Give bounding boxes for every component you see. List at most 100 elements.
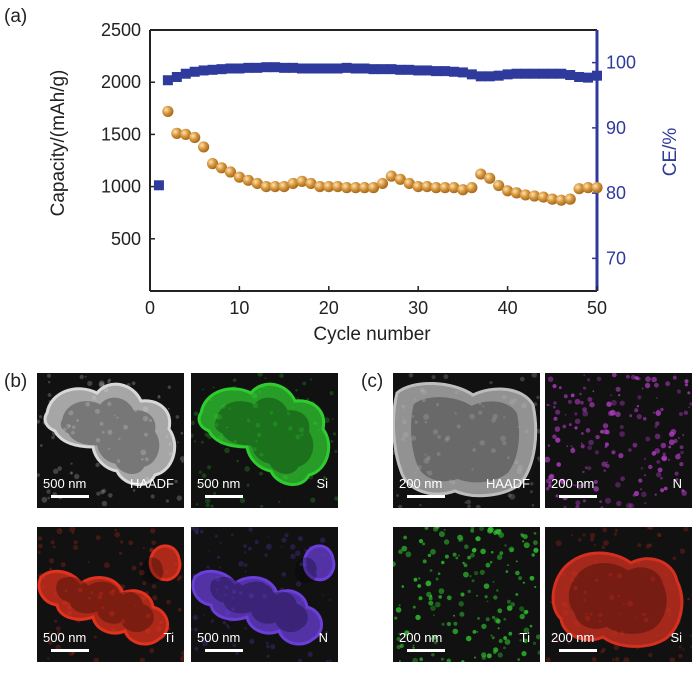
signal-speckle: [412, 644, 415, 647]
signal-speckle: [435, 577, 439, 581]
signal-speckle: [92, 395, 97, 400]
ce-point: [466, 69, 477, 80]
signal-speckle: [47, 393, 52, 397]
signal-speckle: [56, 528, 63, 535]
signal-speckle: [498, 529, 502, 532]
signal-speckle: [684, 379, 689, 384]
left-y-tick-label: 2500: [101, 20, 141, 40]
signal-speckle: [166, 599, 171, 605]
signal-speckle: [587, 378, 591, 382]
left-y-tick-label: 2000: [101, 72, 141, 92]
signal-speckle: [401, 545, 408, 552]
signal-speckle: [660, 407, 664, 412]
signal-speckle: [59, 528, 62, 531]
signal-speckle: [588, 439, 594, 446]
signal-speckle: [405, 551, 412, 558]
signal-speckle: [514, 398, 518, 402]
signal-speckle: [494, 617, 500, 623]
signal-speckle: [538, 460, 540, 462]
signal-speckle: [444, 554, 449, 559]
signal-speckle: [654, 425, 658, 428]
signal-speckle: [308, 474, 314, 480]
ce-point: [368, 64, 379, 75]
signal-speckle: [213, 413, 220, 420]
signal-speckle: [312, 421, 317, 425]
signal-speckle: [459, 537, 464, 542]
signal-speckle: [617, 594, 620, 598]
scale-bar-label: 200 nm: [399, 476, 443, 491]
signal-speckle: [79, 374, 84, 380]
signal-speckle: [668, 431, 675, 437]
signal-speckle: [677, 437, 680, 439]
signal-speckle: [507, 564, 509, 566]
signal-speckle: [426, 471, 429, 473]
right-y-tick-label: 70: [606, 248, 626, 268]
signal-speckle: [530, 482, 534, 486]
signal-speckle: [574, 398, 581, 405]
element-label: HAADF: [485, 476, 530, 491]
signal-speckle: [219, 441, 223, 445]
signal-speckle: [123, 424, 129, 430]
signal-speckle: [94, 635, 97, 639]
signal-speckle: [592, 390, 595, 393]
signal-speckle: [636, 646, 640, 650]
signal-speckle: [474, 656, 476, 659]
signal-speckle: [429, 569, 433, 572]
signal-speckle: [68, 424, 71, 427]
signal-speckle: [248, 546, 252, 551]
signal-speckle: [251, 392, 258, 399]
signal-speckle: [531, 373, 538, 378]
signal-speckle: [581, 442, 583, 445]
ce-point: [296, 63, 307, 74]
signal-speckle: [657, 467, 663, 473]
signal-speckle: [412, 646, 415, 649]
signal-speckle: [119, 584, 126, 590]
signal-speckle: [593, 560, 597, 563]
signal-speckle: [119, 540, 124, 544]
signal-speckle: [552, 434, 557, 439]
signal-speckle: [458, 554, 460, 557]
signal-speckle: [279, 631, 284, 636]
signal-speckle: [489, 381, 493, 385]
signal-speckle: [126, 631, 130, 634]
capacity-point: [564, 193, 576, 205]
signal-speckle: [300, 599, 304, 603]
signal-speckle: [522, 540, 525, 543]
signal-speckle: [675, 478, 679, 481]
signal-speckle: [648, 527, 654, 530]
signal-speckle: [279, 373, 284, 378]
particle-shape: [551, 551, 684, 648]
ce-point: [457, 67, 468, 78]
scale-bar: [205, 649, 243, 652]
signal-speckle: [56, 626, 61, 631]
signal-speckle: [626, 374, 630, 379]
signal-speckle: [587, 445, 592, 451]
signal-speckle: [410, 435, 417, 441]
signal-speckle: [231, 386, 237, 392]
signal-speckle: [562, 424, 567, 429]
signal-speckle: [517, 658, 520, 661]
signal-speckle: [140, 449, 147, 456]
capacity-point: [206, 158, 219, 170]
signal-speckle: [682, 648, 685, 651]
signal-speckle: [518, 487, 520, 490]
right-y-tick-label: 100: [606, 53, 636, 73]
signal-speckle: [582, 470, 585, 474]
signal-speckle: [684, 383, 688, 387]
signal-speckle: [641, 387, 644, 390]
signal-speckle: [328, 659, 332, 662]
b-si-map: 500 nm Si: [191, 373, 338, 508]
signal-speckle: [466, 499, 471, 505]
signal-speckle: [107, 401, 112, 407]
capacity-point: [260, 181, 272, 193]
signal-speckle: [614, 657, 620, 662]
capacity-point: [251, 177, 263, 190]
signal-speckle: [503, 636, 507, 640]
signal-speckle: [634, 616, 637, 619]
c-ti-image: [393, 527, 540, 662]
signal-speckle: [323, 553, 327, 557]
signal-speckle: [443, 374, 449, 380]
signal-speckle: [629, 414, 633, 418]
signal-speckle: [679, 412, 683, 417]
signal-speckle: [419, 657, 423, 661]
